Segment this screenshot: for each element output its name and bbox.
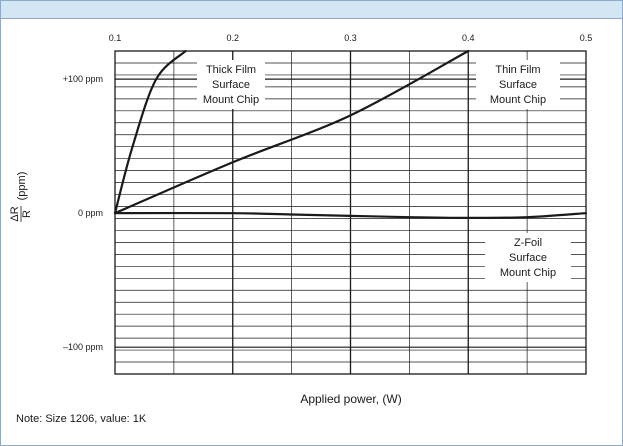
label-background	[197, 60, 265, 109]
x-tick-label: 0.1	[109, 33, 122, 43]
tick-labels: 0.1 0.2 0.3 0.4 0.5 +100 ppm 0 ppm –100 ppm	[63, 33, 593, 352]
z-foil-line	[113, 211, 588, 219]
x-tick-label: 0.3	[344, 33, 357, 43]
y-label-numerator: ΔR	[9, 206, 21, 221]
y-label-denominator: R	[21, 210, 33, 218]
y-tick-label: +100 ppm	[63, 74, 103, 84]
series-labels: Thick Film Surface Mount Chip Thin Film Surf…	[197, 60, 571, 282]
x-tick-label: 0.2	[226, 33, 239, 43]
y-label-unit: (ppm)	[16, 172, 28, 201]
series-label-line: Thick Film	[206, 64, 256, 76]
series-label-line: Mount Chip	[490, 94, 546, 106]
series-label-line: Mount Chip	[500, 267, 556, 279]
y-tick-label: –100 ppm	[63, 342, 103, 352]
label-background	[476, 60, 560, 109]
x-tick-label: 0.4	[462, 33, 475, 43]
z-foil-label: Z-Foil Surface Mount Chip	[485, 233, 571, 282]
series-lines	[113, 49, 588, 219]
y-tick-label: 0 ppm	[78, 208, 103, 218]
thick-film-line	[113, 49, 187, 215]
x-tick-label: 0.5	[580, 33, 593, 43]
series-label-line: Mount Chip	[203, 94, 259, 106]
series-label-line: Surface	[509, 252, 547, 264]
note-text: Note: Size 1206, value: 1K	[16, 413, 147, 425]
header-bar	[1, 1, 622, 19]
x-axis-label: Applied power, (W)	[300, 392, 401, 406]
thin-film-label: Thin Film Surface Mount Chip	[476, 60, 560, 109]
thin-film-line	[113, 49, 470, 215]
series-label-line: Z-Foil	[514, 237, 542, 249]
series-label-line: Thin Film	[495, 64, 540, 76]
y-axis-label: ΔR R (ppm)	[9, 172, 33, 222]
thick-film-label: Thick Film Surface Mount Chip	[197, 60, 265, 109]
series-label-line: Surface	[499, 79, 537, 91]
series-label-line: Surface	[212, 79, 250, 91]
label-background	[485, 233, 571, 282]
